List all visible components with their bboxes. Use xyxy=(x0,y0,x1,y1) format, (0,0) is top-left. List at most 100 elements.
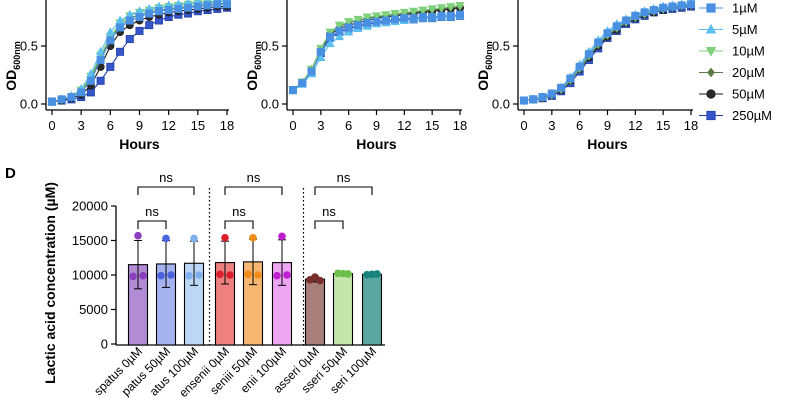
y-axis-title-sub: 600nm xyxy=(484,41,494,70)
x-tick-label: 6 xyxy=(576,118,583,133)
x-tick-label: 0 xyxy=(520,118,527,133)
y-axis-title: OD600nm xyxy=(475,41,494,91)
significance-label: ns xyxy=(145,204,159,219)
data-point xyxy=(334,269,342,278)
y-tick-label: 0.0 xyxy=(20,97,38,112)
data-point xyxy=(226,271,234,279)
significance-bracket xyxy=(137,220,167,229)
data-point xyxy=(316,47,325,56)
growth-panel-middle: 0.0 0.5 0 3 6 9 12 15 18 Hours OD600nm xyxy=(244,0,467,152)
data-point xyxy=(687,0,696,9)
data-point xyxy=(557,83,566,92)
legend-marker xyxy=(706,3,716,13)
data-point xyxy=(325,28,335,38)
data-point xyxy=(622,16,631,25)
y-tick-label: 0 xyxy=(101,337,108,352)
data-point xyxy=(222,0,231,9)
panel-letter: D xyxy=(5,165,16,182)
x-tick-label: 9 xyxy=(136,118,143,133)
data-point xyxy=(145,9,154,18)
data-point xyxy=(455,1,465,11)
data-point xyxy=(288,86,297,95)
data-point xyxy=(95,46,106,56)
y-tick-label: 0.5 xyxy=(261,39,279,54)
data-point xyxy=(612,22,621,31)
data-point xyxy=(134,231,142,240)
data-point xyxy=(306,276,314,284)
x-tick-label: 9 xyxy=(604,118,611,133)
data-point xyxy=(105,27,115,36)
data-point xyxy=(254,271,262,279)
y-tick-label: 0.0 xyxy=(261,97,279,112)
data-point xyxy=(418,12,427,21)
legend-label: 20µM xyxy=(732,65,765,80)
x-tick-label: 3 xyxy=(317,118,324,133)
data-point xyxy=(325,38,335,48)
data-point xyxy=(164,6,173,15)
data-point xyxy=(273,271,281,280)
data-point xyxy=(677,1,686,10)
x-axis-title: Hours xyxy=(356,136,397,152)
y-tick-label: 0.5 xyxy=(20,39,38,54)
data-point xyxy=(125,35,134,44)
data-point xyxy=(216,270,224,279)
x-tick-label: 15 xyxy=(425,118,439,133)
significance-label: ns xyxy=(337,170,351,185)
data-point xyxy=(436,4,447,13)
data-point xyxy=(344,27,354,36)
legend-marker xyxy=(706,110,716,121)
data-point xyxy=(184,3,193,12)
data-point xyxy=(353,21,362,30)
significance-label: ns xyxy=(322,204,336,219)
legend-marker xyxy=(706,89,716,99)
data-point xyxy=(135,26,144,35)
data-point xyxy=(362,13,372,22)
data-point xyxy=(529,95,538,104)
x-tick-label: 6 xyxy=(107,118,114,133)
data-point xyxy=(334,31,345,41)
legend-label: 50µM xyxy=(732,87,765,102)
x-tick-label: 18 xyxy=(453,118,467,133)
data-point xyxy=(391,15,400,24)
x-tick-label: 9 xyxy=(373,118,380,133)
data-point xyxy=(520,96,529,105)
data-point xyxy=(190,234,198,243)
data-point xyxy=(603,29,612,38)
data-point xyxy=(455,10,464,19)
y-tick-label: 0.0 xyxy=(492,97,510,112)
data-point xyxy=(437,11,446,20)
data-point xyxy=(659,3,668,12)
data-point xyxy=(283,271,291,279)
data-point xyxy=(668,2,677,11)
data-point xyxy=(381,16,390,25)
significance-bracket xyxy=(224,186,283,195)
data-point xyxy=(96,76,105,85)
data-point xyxy=(86,88,95,97)
data-point xyxy=(390,10,400,19)
legend-label: 1µM xyxy=(732,1,758,16)
legend-label: 250µM xyxy=(732,108,772,123)
data-point xyxy=(86,76,95,85)
data-point xyxy=(193,2,202,11)
data-point xyxy=(594,38,603,47)
y-axis-title-main: OD xyxy=(3,70,19,91)
x-axis-title: Hours xyxy=(119,136,160,152)
data-point xyxy=(649,6,658,15)
bar xyxy=(361,273,383,346)
data-point xyxy=(116,47,125,56)
data-point xyxy=(538,93,547,102)
data-point xyxy=(575,62,584,71)
y-tick-label: 20000 xyxy=(72,199,108,214)
legend-label: 5µM xyxy=(732,22,758,37)
y-axis-title: OD600nm xyxy=(244,41,263,91)
data-point xyxy=(418,6,428,16)
data-point xyxy=(174,4,183,13)
bar xyxy=(304,278,326,346)
y-axis-title-main: OD xyxy=(244,70,260,91)
x-tick-label: 12 xyxy=(161,118,175,133)
data-point xyxy=(446,11,455,20)
significance-bracket xyxy=(224,220,254,229)
data-point xyxy=(139,271,147,280)
y-tick-label: 10000 xyxy=(72,268,108,283)
